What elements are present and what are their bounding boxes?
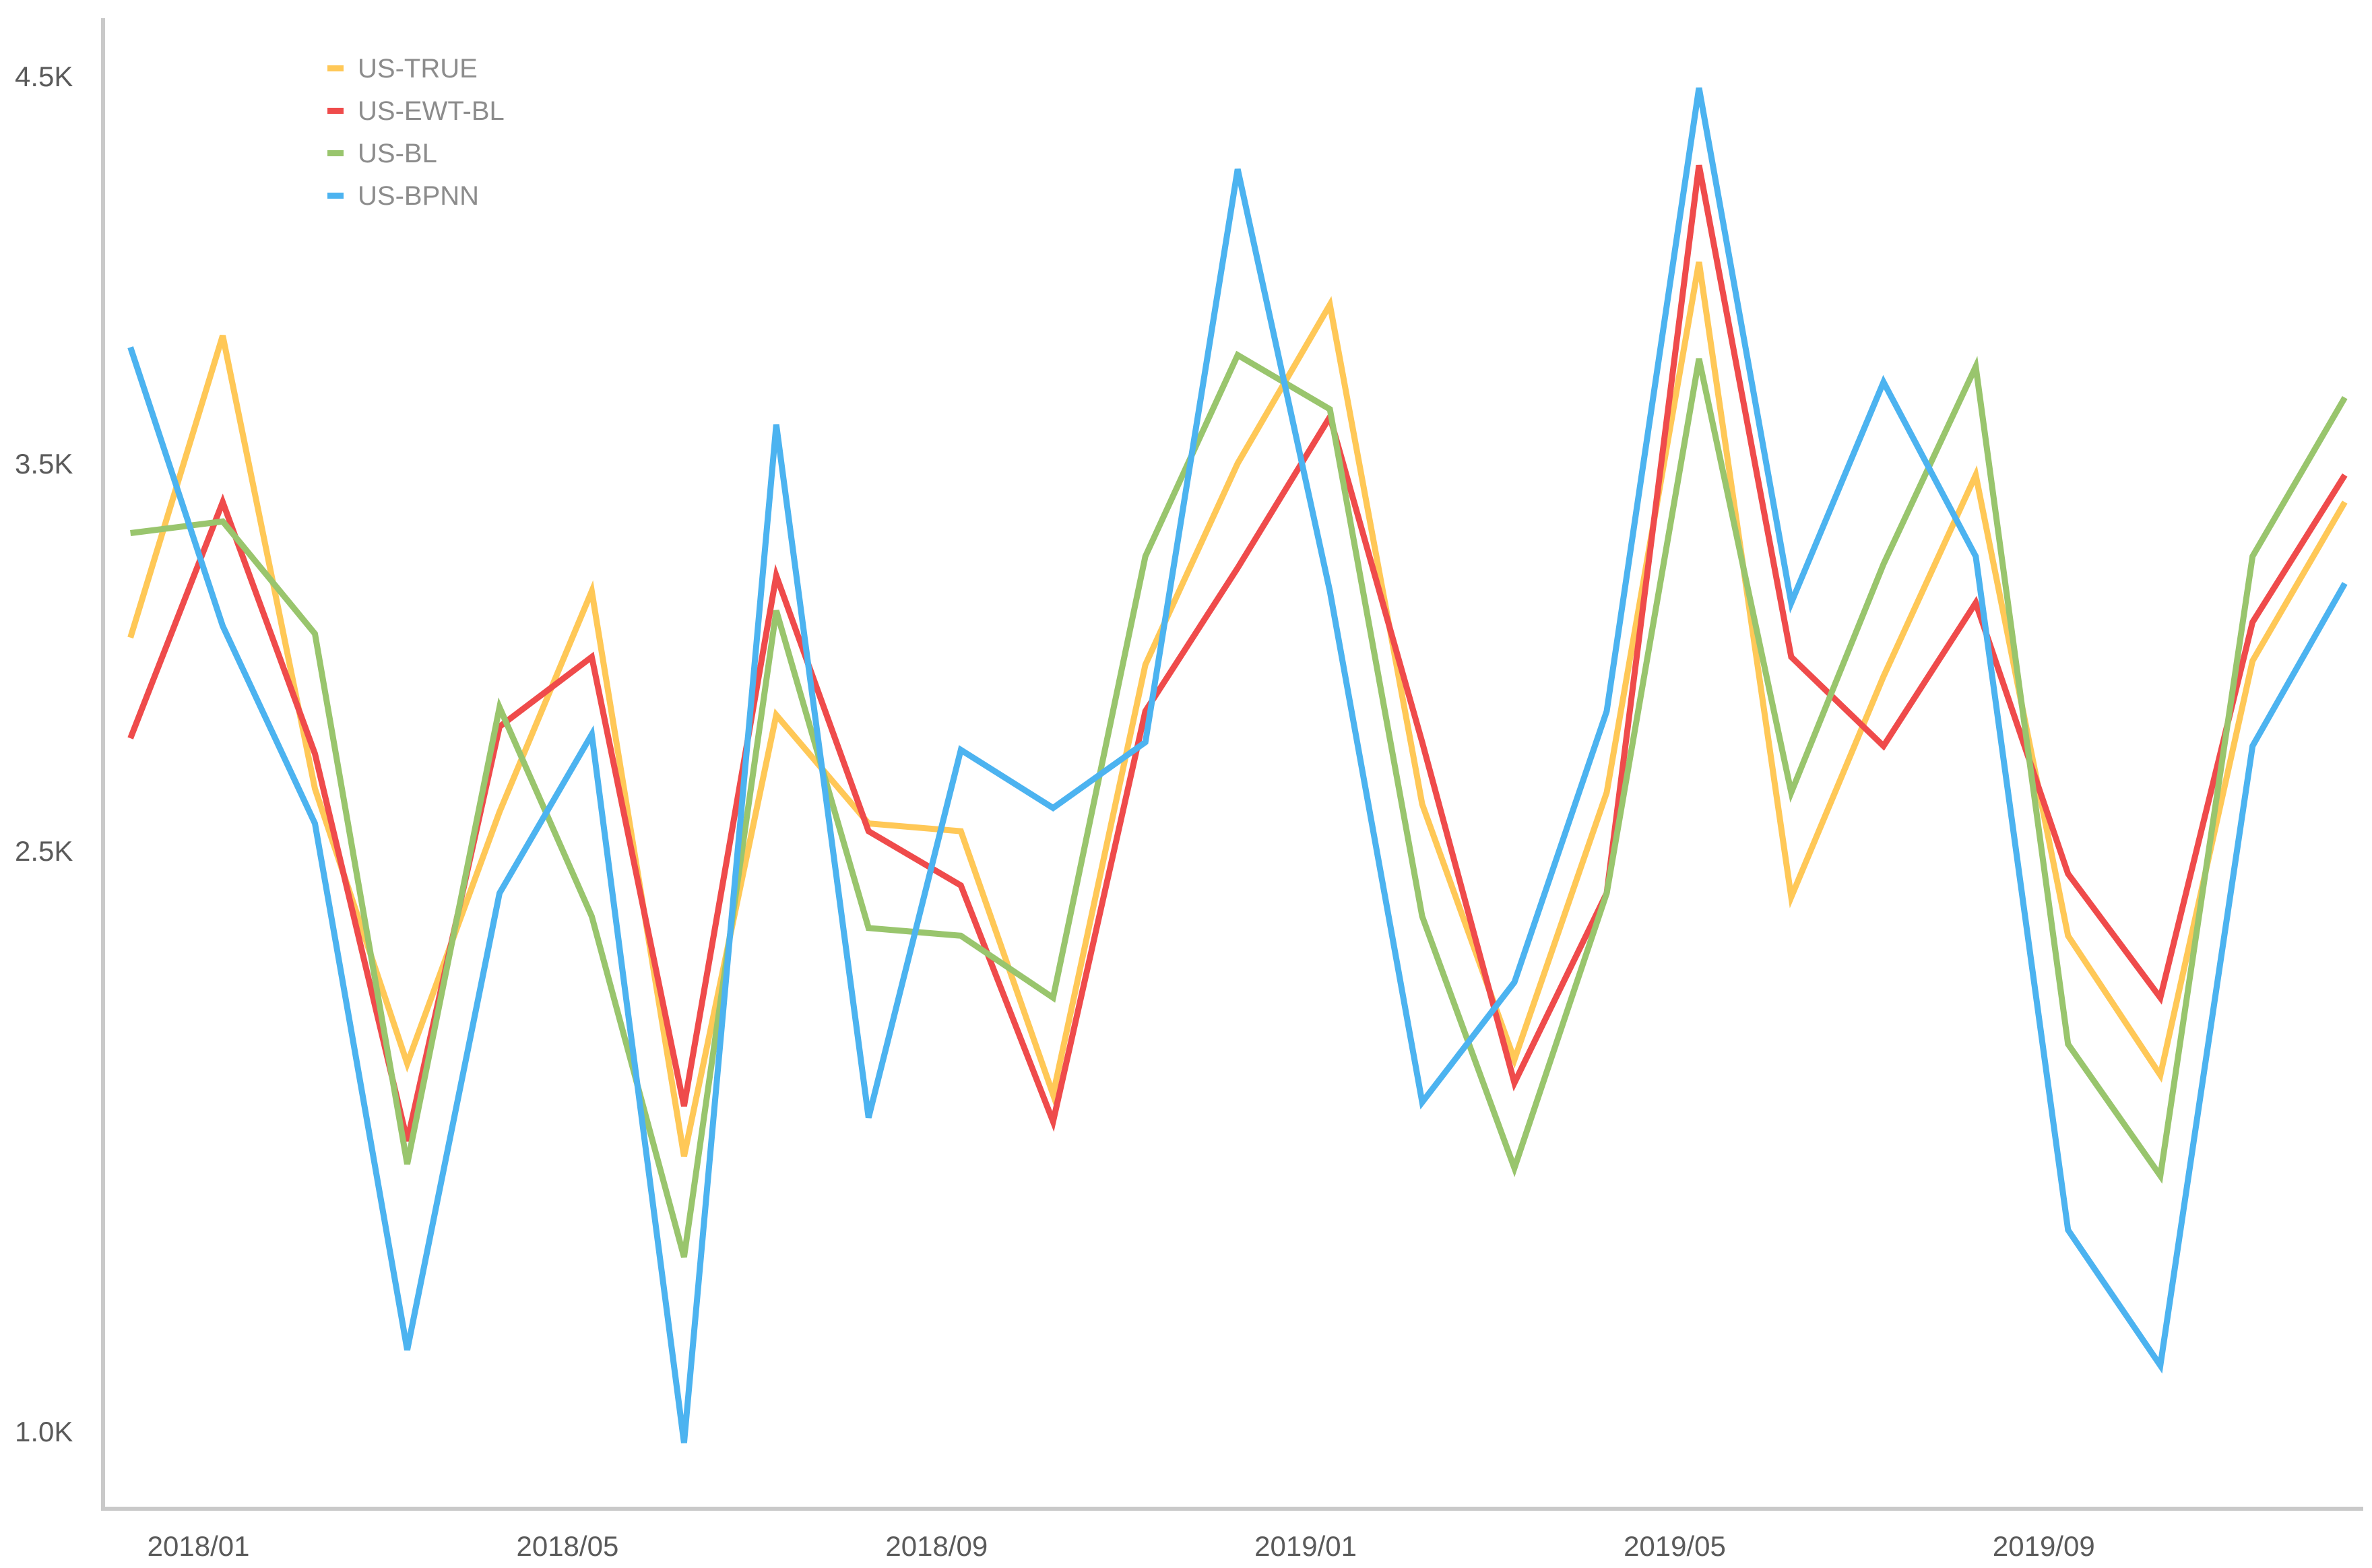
legend-swatch: [327, 150, 344, 156]
legend-swatch: [327, 65, 344, 71]
x-tick-label: 2019/09: [1993, 1530, 2095, 1562]
x-tick-label: 2019/01: [1254, 1530, 1357, 1562]
legend-label: US-EWT-BL: [358, 96, 505, 126]
y-tick-label: 1.0K: [15, 1416, 73, 1447]
x-tick-label: 2019/05: [1624, 1530, 1726, 1562]
legend-label: US-TRUE: [358, 54, 478, 84]
legend-item-us-ewt-bl[interactable]: US-EWT-BL: [327, 96, 505, 126]
y-tick-label: 3.5K: [15, 448, 73, 480]
series-line-us-bl: [130, 350, 2348, 1258]
legend: US-TRUE US-EWT-BL US-BL US-BPNN: [327, 54, 505, 211]
x-tick-label: 2018/09: [885, 1530, 988, 1562]
series-line-us-ewt-bl: [127, 164, 2348, 1142]
x-axis-tick-labels: 2018/01 2018/05 2018/09 2019/01 2019/05 …: [148, 1530, 2095, 1562]
x-tick-label: 2018/01: [148, 1530, 250, 1562]
x-tick-label: 2018/05: [516, 1530, 618, 1562]
series-line-us-bpnn: [127, 87, 2348, 1443]
y-tick-label: 2.5K: [15, 835, 73, 867]
legend-label: US-BL: [358, 139, 437, 168]
legend-swatch: [327, 108, 344, 114]
series-line-us-true: [127, 261, 2348, 1157]
legend-swatch: [327, 193, 344, 199]
y-axis-tick-labels: 4.5K 3.5K 2.5K 1.0K: [15, 61, 73, 1447]
legend-item-us-true[interactable]: US-TRUE: [327, 54, 478, 84]
series-lines: [127, 87, 2348, 1443]
legend-label: US-BPNN: [358, 181, 479, 211]
legend-item-us-bpnn[interactable]: US-BPNN: [327, 181, 479, 211]
legend-item-us-bl[interactable]: US-BL: [327, 139, 437, 168]
y-tick-label: 4.5K: [15, 61, 73, 92]
